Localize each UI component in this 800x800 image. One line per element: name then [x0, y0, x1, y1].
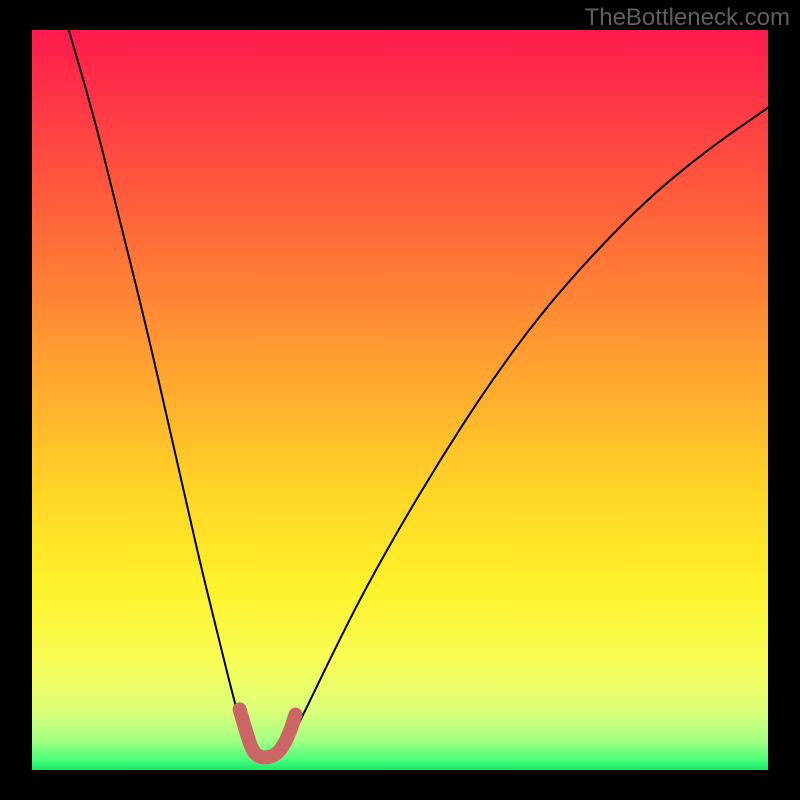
gradient-background [32, 30, 768, 770]
watermark-text: TheBottleneck.com [585, 4, 790, 32]
chart-svg [32, 30, 768, 770]
plot-area [32, 30, 768, 770]
chart-frame: TheBottleneck.com [0, 0, 800, 800]
